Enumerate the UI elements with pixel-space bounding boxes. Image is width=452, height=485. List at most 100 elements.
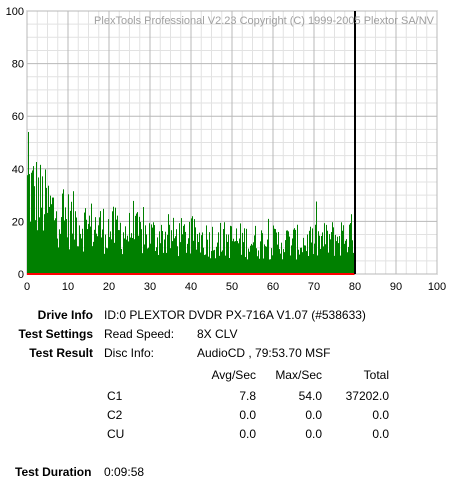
error-bar	[153, 222, 154, 274]
error-bar	[148, 247, 149, 274]
error-bar	[219, 255, 220, 274]
error-bar	[332, 222, 333, 274]
error-bar	[184, 224, 185, 274]
error-bar	[164, 239, 165, 274]
error-bar	[175, 236, 176, 274]
error-bar	[286, 230, 287, 274]
error-bar	[129, 212, 130, 274]
row-total: 0.0	[372, 427, 389, 441]
error-bar	[221, 251, 222, 274]
error-bar	[242, 232, 243, 274]
error-bar	[117, 215, 118, 274]
error-bar	[53, 197, 54, 274]
error-bar	[232, 241, 233, 274]
error-bar	[186, 252, 187, 274]
error-bar	[98, 225, 99, 274]
error-bar	[80, 233, 81, 274]
error-bar	[317, 255, 318, 274]
error-bar	[216, 246, 217, 274]
error-bar	[169, 224, 170, 274]
error-bar	[297, 224, 298, 274]
error-bar	[38, 177, 39, 274]
error-bar	[235, 241, 236, 274]
error-bar	[131, 233, 132, 274]
error-bar	[329, 234, 330, 274]
error-bar	[30, 221, 31, 274]
error-bar	[128, 241, 129, 274]
error-bar	[130, 237, 131, 274]
y-tick-label: 60	[12, 111, 24, 123]
error-bar	[251, 243, 252, 274]
row-total: 37202.0	[345, 389, 389, 403]
error-bar	[347, 252, 348, 274]
error-bar	[194, 219, 195, 274]
error-bar	[41, 207, 42, 274]
error-bar	[62, 193, 63, 274]
error-bar	[37, 230, 38, 274]
error-bar	[99, 217, 100, 274]
error-bar	[161, 224, 162, 274]
error-bar	[180, 242, 181, 274]
error-bar	[154, 225, 155, 274]
drive-info-value: ID:0 PLEXTOR DVDR PX-716A V1.07 (#538633…	[104, 308, 366, 322]
error-bar	[46, 187, 47, 274]
error-bar	[353, 252, 354, 274]
error-bar	[204, 255, 205, 274]
error-bar	[69, 249, 70, 274]
error-bar	[327, 230, 328, 274]
error-bar	[145, 225, 146, 274]
error-bar	[159, 231, 160, 274]
error-bar	[49, 206, 50, 274]
error-bar	[318, 231, 319, 274]
error-bar	[215, 258, 216, 274]
test-duration-label: Test Duration	[15, 465, 92, 479]
error-bar	[237, 241, 238, 274]
error-bar	[243, 242, 244, 274]
error-bar	[339, 236, 340, 274]
error-bar	[246, 228, 247, 274]
x-tick-label: 30	[144, 281, 156, 293]
error-bar	[66, 219, 67, 274]
error-bar	[106, 247, 107, 274]
error-bar	[262, 233, 263, 274]
y-tick-label: 40	[12, 164, 24, 176]
error-bar	[72, 233, 73, 274]
error-bar	[256, 248, 257, 274]
error-bar	[104, 253, 105, 274]
error-bar	[48, 185, 49, 274]
error-bar	[155, 251, 156, 274]
error-bar	[40, 164, 41, 274]
error-bar	[309, 230, 310, 274]
error-bar	[305, 245, 306, 274]
col-total-header: Total	[363, 368, 389, 382]
error-bar	[224, 222, 225, 274]
error-bar	[52, 197, 53, 274]
error-bar	[344, 243, 345, 274]
error-bar	[282, 259, 283, 274]
error-bar	[183, 225, 184, 274]
error-bar	[220, 222, 221, 274]
error-bar	[166, 252, 167, 274]
error-bar	[302, 252, 303, 274]
error-bar	[341, 222, 342, 274]
error-bar	[137, 212, 138, 274]
error-bar	[322, 232, 323, 274]
error-bar	[239, 238, 240, 274]
row-name: C2	[107, 408, 123, 422]
error-bar	[34, 186, 35, 274]
error-bar	[240, 223, 241, 274]
error-bar	[135, 215, 136, 274]
error-bar	[234, 241, 235, 274]
error-bar	[132, 237, 133, 274]
error-bar	[109, 237, 110, 274]
error-bar	[115, 207, 116, 274]
error-bar	[231, 226, 232, 274]
y-tick-label: 20	[12, 216, 24, 228]
error-bar	[44, 214, 45, 274]
error-bar	[82, 228, 83, 274]
error-bar	[323, 246, 324, 274]
error-bar	[90, 226, 91, 274]
error-bar	[217, 242, 218, 274]
error-bar	[212, 226, 213, 274]
error-bar	[33, 166, 34, 274]
